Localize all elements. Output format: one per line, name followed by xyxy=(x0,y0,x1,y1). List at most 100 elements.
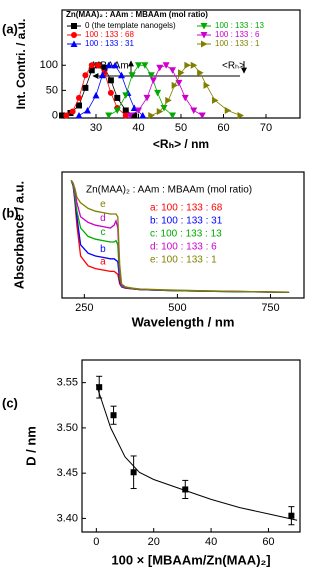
data-point xyxy=(148,111,155,119)
data-point xyxy=(171,81,179,89)
plot-frame xyxy=(81,359,301,533)
data-point xyxy=(76,102,82,109)
panel-label: (b) xyxy=(2,205,19,220)
legend-title: Zn(MAA)₂ : AAm : MBAAm (mol ratio) xyxy=(66,10,208,19)
y-axis-label: Int. Contri. / a.u. xyxy=(14,19,28,110)
data-point xyxy=(122,107,129,114)
series-line xyxy=(70,180,290,293)
data-point xyxy=(147,72,155,79)
data-point xyxy=(82,84,89,91)
data-point xyxy=(130,469,137,476)
data-point xyxy=(135,107,142,114)
data-point xyxy=(75,111,83,119)
data-point xyxy=(197,69,204,77)
data-point xyxy=(141,62,149,69)
data-point xyxy=(113,107,121,114)
data-point xyxy=(182,486,189,493)
data-point xyxy=(76,94,82,101)
panel-label: (a) xyxy=(2,21,18,36)
curve-label: e xyxy=(100,199,106,210)
data-point xyxy=(69,108,76,115)
y-axis-label: D / nm xyxy=(23,426,38,466)
data-point xyxy=(135,62,142,69)
data-point xyxy=(59,112,65,119)
x-tick-label: 40 xyxy=(132,122,144,134)
panel-label: (c) xyxy=(2,395,18,410)
curve-label: b xyxy=(100,244,106,255)
data-point xyxy=(82,72,89,79)
data-point xyxy=(288,512,295,519)
data-point xyxy=(63,112,70,119)
y-tick-label: 50 xyxy=(46,84,58,96)
legend-label: 100 : 133 : 6 xyxy=(215,30,260,39)
data-point xyxy=(95,62,102,69)
y-tick-label: 3.55 xyxy=(57,377,78,389)
x-axis-label: Wavelength / nm xyxy=(132,314,235,329)
curve-label: a xyxy=(100,257,106,268)
data-point xyxy=(96,384,103,391)
y-tick-label: 3.50 xyxy=(57,422,78,434)
data-point xyxy=(160,104,168,112)
data-point xyxy=(114,94,121,101)
legend-label: a: 100 : 133 : 68 xyxy=(150,203,223,214)
x-tick-label: 40 xyxy=(205,536,217,548)
legend-label: e: 100 : 133 : 1 xyxy=(150,255,217,266)
data-point xyxy=(154,89,162,97)
data-point xyxy=(128,72,136,79)
data-point xyxy=(84,106,91,114)
data-point xyxy=(107,77,114,84)
legend-label: 100 : 133 : 31 xyxy=(85,39,134,48)
legend-label: 100 : 133 : 13 xyxy=(215,21,264,30)
data-point xyxy=(101,64,108,71)
legend-title: Zn(MAA)₂ : AAm : MBAAm (mol ratio) xyxy=(86,185,252,196)
data-point xyxy=(175,79,183,87)
annotation: <Rₕ> xyxy=(222,61,245,72)
data-point xyxy=(165,96,172,104)
x-axis-label: 100 × [MBAAm/Zn(MAA)₂] xyxy=(111,552,270,567)
x-tick-label: 60 xyxy=(262,536,274,548)
data-point xyxy=(122,112,129,119)
data-point xyxy=(198,112,206,119)
data-point xyxy=(143,94,151,102)
data-point xyxy=(88,62,95,69)
x-tick-label: 60 xyxy=(217,122,229,134)
data-point xyxy=(107,89,114,96)
y-tick-label: 0 xyxy=(52,109,58,121)
x-tick-label: 750 xyxy=(261,302,279,314)
y-axis-label: Absorbance / a.u. xyxy=(11,181,26,289)
data-point xyxy=(92,91,100,99)
data-point xyxy=(169,112,176,119)
data-point xyxy=(162,62,170,69)
legend-label: 100 : 133 : 1 xyxy=(215,39,260,48)
data-point xyxy=(131,112,138,119)
x-tick-label: 250 xyxy=(75,302,93,314)
data-point xyxy=(88,67,95,74)
x-tick-label: 20 xyxy=(148,536,160,548)
data-point xyxy=(181,94,189,102)
legend-label: d: 100 : 133 : 6 xyxy=(150,242,217,253)
x-tick-label: 50 xyxy=(175,122,187,134)
figure: 30 40 50 60 70 0 50 100 (a) <Rₕ> / nm Int. Contri.… xyxy=(2,9,305,567)
data-point xyxy=(156,107,164,115)
data-point xyxy=(105,61,113,69)
x-tick-label: 500 xyxy=(168,302,186,314)
data-point xyxy=(156,64,164,72)
series-line xyxy=(108,64,173,116)
data-point xyxy=(190,61,198,69)
data-point xyxy=(212,96,219,104)
data-point xyxy=(110,412,117,419)
legend-label: b: 100 : 133 : 31 xyxy=(150,216,223,227)
x-tick-label: 30 xyxy=(90,122,102,134)
data-point xyxy=(122,92,130,99)
data-point xyxy=(169,67,176,74)
data-point xyxy=(130,104,138,111)
legend-label: c: 100 : 133 : 13 xyxy=(150,229,222,240)
data-point xyxy=(237,111,244,119)
y-tick-label: 3.45 xyxy=(57,467,78,479)
data-point xyxy=(149,77,157,84)
plot-frame xyxy=(61,171,305,299)
curve-label: d xyxy=(100,213,106,224)
data-point xyxy=(111,61,119,69)
data-point xyxy=(126,112,134,119)
